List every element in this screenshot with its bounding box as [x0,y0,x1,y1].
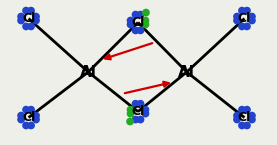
Circle shape [244,122,250,129]
Circle shape [143,9,149,16]
Circle shape [127,17,134,24]
Circle shape [18,116,24,123]
Circle shape [239,106,245,113]
Circle shape [28,7,34,14]
Circle shape [137,100,144,107]
Circle shape [239,7,245,14]
Circle shape [234,13,240,20]
Circle shape [239,23,245,30]
Circle shape [137,11,144,18]
Circle shape [234,17,240,24]
Text: Cl: Cl [238,111,251,124]
Text: Cl: Cl [131,105,145,118]
Circle shape [142,21,149,28]
Circle shape [33,112,39,119]
Circle shape [132,11,139,18]
Circle shape [234,112,240,119]
Circle shape [23,7,29,14]
Circle shape [18,17,24,24]
Circle shape [132,100,139,107]
Circle shape [33,17,39,24]
Circle shape [249,116,255,123]
Circle shape [137,116,144,123]
Circle shape [33,116,39,123]
Circle shape [28,23,34,30]
Circle shape [244,23,250,30]
Circle shape [142,110,149,117]
Text: Cl: Cl [238,12,251,25]
Text: Cl: Cl [22,12,35,25]
Circle shape [244,7,250,14]
Circle shape [23,106,29,113]
Circle shape [127,106,134,113]
Circle shape [234,116,240,123]
Circle shape [23,23,29,30]
Text: Al: Al [178,65,195,79]
Circle shape [127,118,133,125]
Text: Al: Al [80,65,97,79]
Circle shape [33,13,39,20]
Circle shape [249,17,255,24]
Text: Cl: Cl [131,16,145,29]
Circle shape [132,27,139,34]
Circle shape [28,122,34,129]
Circle shape [249,112,255,119]
Circle shape [127,110,134,117]
Circle shape [28,106,34,113]
Circle shape [142,17,149,24]
Circle shape [142,106,149,113]
Circle shape [18,13,24,20]
Circle shape [132,116,139,123]
Circle shape [244,106,250,113]
Circle shape [127,21,134,28]
Circle shape [23,122,29,129]
Circle shape [137,27,144,34]
Circle shape [249,13,255,20]
Text: Cl: Cl [22,111,35,124]
Circle shape [18,112,24,119]
Circle shape [239,122,245,129]
